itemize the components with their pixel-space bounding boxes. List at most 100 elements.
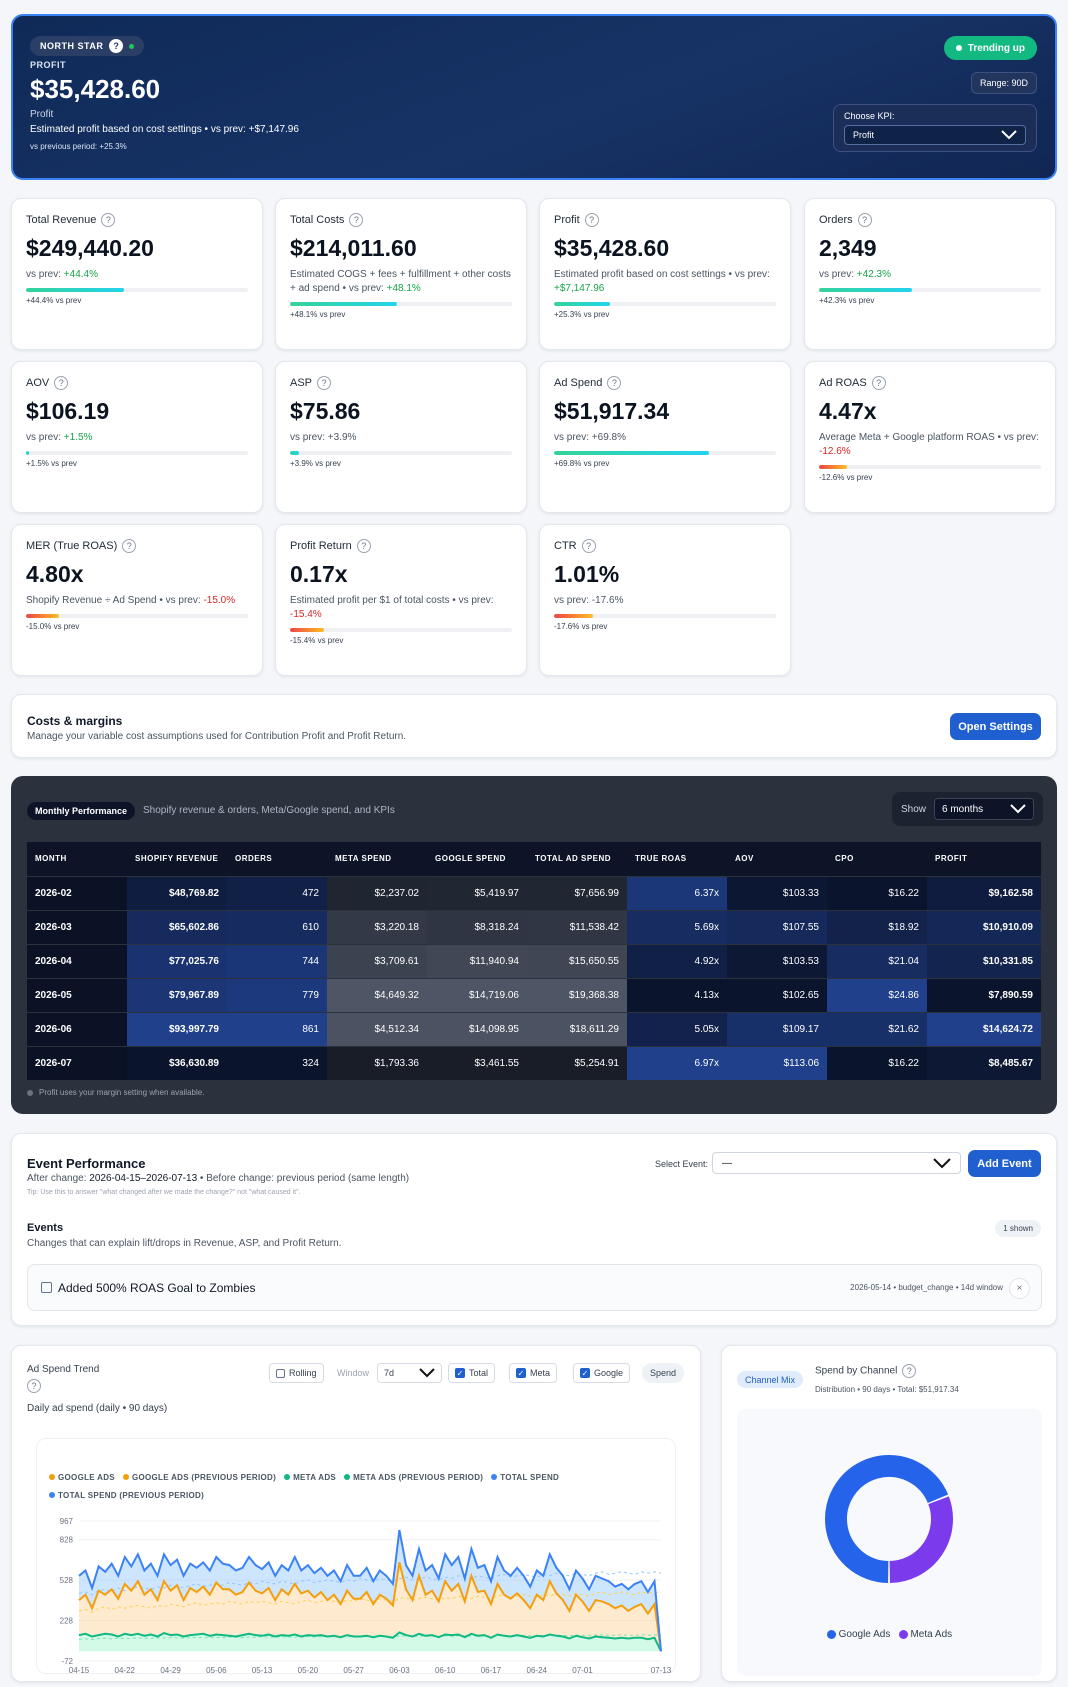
kpi-value: 0.17x bbox=[290, 561, 348, 587]
open-settings-button[interactable]: Open Settings bbox=[950, 713, 1041, 740]
table-cell: 4.92x bbox=[627, 943, 727, 978]
kpi-title-text: AOV bbox=[26, 376, 50, 389]
trend-dot-icon bbox=[955, 45, 962, 51]
remove-event-icon[interactable]: × bbox=[1009, 1278, 1030, 1299]
event-list-item[interactable]: Added 500% ROAS Goal to Zombies 2026-05-… bbox=[27, 1264, 1042, 1311]
kpi-subtext: vs prev: +1.5% bbox=[26, 431, 248, 445]
help-icon[interactable]: ? bbox=[902, 1364, 917, 1378]
legend-entry[interactable]: META ADS bbox=[284, 1473, 336, 1482]
table-header-cell[interactable]: AOV bbox=[727, 842, 827, 876]
table-header-cell[interactable]: TOTAL AD SPEND bbox=[527, 842, 627, 876]
table-row[interactable]: 2026-07 $36,630.89 324 $1,793.36 $3,461.55 $5… bbox=[27, 1045, 1041, 1080]
kpi-card[interactable]: Profit? $35,428.60 Estimated profit base… bbox=[539, 198, 791, 350]
legend-label: GOOGLE ADS (PREVIOUS PERIOD) bbox=[131, 1473, 277, 1482]
x-tick-label: 07-13 bbox=[651, 1666, 672, 1675]
legend-entry[interactable]: TOTAL SPEND (PREVIOUS PERIOD) bbox=[49, 1491, 204, 1500]
legend-entry[interactable]: GOOGLE ADS bbox=[49, 1473, 115, 1482]
table-row[interactable]: 2026-04 $77,025.76 744 $3,709.61 $11,940.94 $… bbox=[27, 943, 1041, 978]
kpi-card[interactable]: Ad ROAS? 4.47x Average Meta + Google pla… bbox=[804, 361, 1056, 513]
select-event-dropdown[interactable]: — bbox=[712, 1152, 961, 1174]
total-spend-line bbox=[78, 1529, 662, 1652]
legend-entry[interactable]: TOTAL SPEND bbox=[491, 1473, 559, 1482]
help-icon[interactable]: ? bbox=[584, 213, 599, 227]
legend-entry[interactable]: META ADS (PREVIOUS PERIOD) bbox=[344, 1473, 483, 1482]
table-header-cell[interactable]: CPO bbox=[827, 842, 927, 876]
table-header-cell[interactable]: SHOPIFY REVENUE bbox=[127, 842, 227, 876]
table-header-cell[interactable]: GOOGLE SPEND bbox=[427, 842, 527, 876]
table-header-cell[interactable]: META SPEND bbox=[327, 842, 427, 876]
kpi-card[interactable]: Total Revenue? $249,440.20 vs prev: +44.… bbox=[11, 198, 263, 350]
table-header-cell[interactable]: ORDERS bbox=[227, 842, 327, 876]
spend-chip[interactable]: Spend bbox=[642, 1363, 685, 1383]
meta-toggle[interactable]: ✓ Meta bbox=[509, 1363, 558, 1383]
kpi-bar-label: +3.9% vs prev bbox=[290, 459, 341, 468]
kpi-subtext: vs prev: +69.8% bbox=[554, 431, 776, 445]
help-icon[interactable]: ? bbox=[27, 1379, 41, 1393]
help-icon[interactable]: ? bbox=[871, 376, 886, 390]
kpi-value: 1.01% bbox=[554, 561, 620, 587]
table-row[interactable]: 2026-02 $48,769.82 472 $2,237.02 $5,419.97 $7… bbox=[27, 875, 1041, 910]
kpi-card[interactable]: Ad Spend? $51,917.34 vs prev: +69.8% +69… bbox=[539, 361, 791, 513]
kpi-value: $75.86 bbox=[290, 398, 361, 424]
trend-legend: GOOGLE ADS GOOGLE ADS (PREVIOUS PERIOD) ME… bbox=[49, 1469, 649, 1505]
legend-label: TOTAL SPEND (PREVIOUS PERIOD) bbox=[58, 1491, 205, 1500]
kpi-card[interactable]: AOV? $106.19 vs prev: +1.5% +1.5% vs pre… bbox=[11, 361, 263, 513]
table-cell: $103.33 bbox=[727, 875, 827, 910]
kpi-title-text: Ad Spend bbox=[554, 376, 603, 389]
total-toggle[interactable]: ✓ Total bbox=[448, 1363, 496, 1383]
table-cell: 2026-02 bbox=[27, 875, 127, 910]
kpi-card[interactable]: MER (True ROAS)? 4.80x Shopify Revenue ÷… bbox=[11, 524, 263, 676]
table-header-cell[interactable]: MONTH bbox=[27, 842, 127, 876]
table-cell: $14,098.95 bbox=[427, 1011, 527, 1046]
table-header-cell[interactable]: PROFIT bbox=[927, 842, 1041, 876]
kpi-title: AOV? bbox=[26, 376, 248, 390]
google-ads-line bbox=[78, 1562, 662, 1652]
table-cell: $5,419.97 bbox=[427, 875, 527, 910]
show-label: Show bbox=[901, 803, 927, 815]
table-header-cell[interactable]: TRUE ROAS bbox=[627, 842, 727, 876]
rolling-checkbox[interactable] bbox=[276, 1368, 285, 1378]
donut-slice-meta[interactable] bbox=[889, 1496, 953, 1583]
months-select[interactable]: 6 months bbox=[934, 798, 1034, 820]
table-cell: $10,910.09 bbox=[927, 909, 1041, 944]
kpi-progress-bar bbox=[554, 302, 776, 306]
help-icon[interactable]: ? bbox=[317, 376, 332, 390]
choose-kpi-select[interactable]: Profit bbox=[844, 125, 1026, 145]
kpi-progress-fill bbox=[554, 451, 709, 455]
table-cell: $102.65 bbox=[727, 977, 827, 1012]
help-icon[interactable]: ? bbox=[122, 539, 137, 553]
kpi-card[interactable]: ASP? $75.86 vs prev: +3.9% +3.9% vs prev bbox=[275, 361, 527, 513]
google-toggle[interactable]: ✓ Google bbox=[573, 1363, 631, 1383]
help-icon[interactable]: ? bbox=[54, 376, 69, 390]
help-icon[interactable]: ? bbox=[349, 213, 364, 227]
kpi-card[interactable]: CTR? 1.01% vs prev: -17.6% -17.6% vs pre… bbox=[539, 524, 791, 676]
help-icon[interactable]: ? bbox=[109, 39, 124, 53]
kpi-value: $106.19 bbox=[26, 398, 110, 424]
kpi-bar-label: -15.0% vs prev bbox=[26, 622, 80, 631]
help-icon[interactable]: ? bbox=[356, 539, 371, 553]
window-select[interactable]: 7d bbox=[377, 1363, 442, 1383]
total-label: Total bbox=[469, 1368, 489, 1378]
kpi-card[interactable]: Orders? 2,349 vs prev: +42.3% +42.3% vs … bbox=[804, 198, 1056, 350]
hero-description: Estimated profit based on cost settings … bbox=[30, 124, 299, 135]
legend-entry[interactable]: GOOGLE ADS (PREVIOUS PERIOD) bbox=[122, 1473, 277, 1482]
help-icon[interactable]: ? bbox=[857, 213, 872, 227]
help-icon[interactable]: ? bbox=[101, 213, 116, 227]
rolling-label: Rolling bbox=[289, 1368, 317, 1378]
rolling-toggle[interactable]: Rolling bbox=[269, 1363, 324, 1383]
kpi-progress-bar bbox=[26, 288, 248, 292]
table-row[interactable]: 2026-05 $79,967.89 779 $4,649.32 $14,719.06 $… bbox=[27, 977, 1041, 1012]
table-row[interactable]: 2026-03 $65,602.86 610 $3,220.18 $8,318.24 $1… bbox=[27, 909, 1041, 944]
help-icon[interactable]: ? bbox=[581, 539, 596, 553]
kpi-card[interactable]: Total Costs? $214,011.60 Estimated COGS … bbox=[275, 198, 527, 350]
table-row[interactable]: 2026-06 $93,997.79 861 $4,512.34 $14,098.95 $… bbox=[27, 1011, 1041, 1046]
add-event-button[interactable]: Add Event bbox=[968, 1150, 1041, 1177]
kpi-delta: +42.3% bbox=[856, 269, 891, 280]
donut-slice-google[interactable] bbox=[825, 1455, 949, 1583]
kpi-card[interactable]: Profit Return? 0.17x Estimated profit pe… bbox=[275, 524, 527, 676]
google-legend-dot-icon bbox=[826, 1629, 836, 1639]
event-checkbox[interactable] bbox=[41, 1282, 52, 1293]
help-icon[interactable]: ? bbox=[607, 376, 622, 390]
table-cell: $1,793.36 bbox=[327, 1045, 427, 1080]
range-badge[interactable]: Range: 90D bbox=[970, 72, 1037, 94]
